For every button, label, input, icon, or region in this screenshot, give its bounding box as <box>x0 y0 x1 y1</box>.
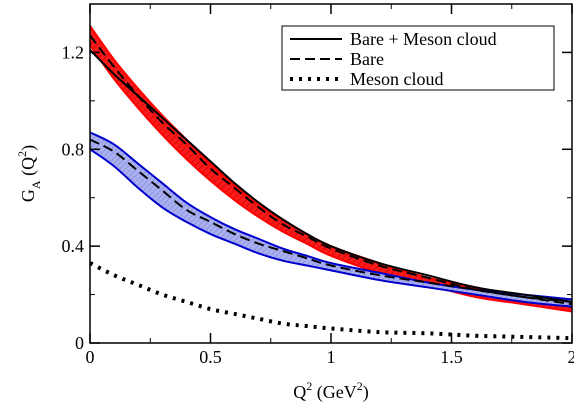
y-tick-label: 0.4 <box>62 236 85 256</box>
bare-line-lower <box>89 138 573 303</box>
x-tick-label: 0 <box>86 347 95 367</box>
x-tick-label: 2 <box>568 347 574 367</box>
y-axis-label: GA (Q2) <box>15 145 43 202</box>
red-band-fill <box>90 25 572 312</box>
y-tick-label: 0.8 <box>62 139 85 159</box>
legend-label-bare-meson: Bare + Meson cloud <box>350 29 497 49</box>
blue-band-lower-edge <box>89 148 573 308</box>
blue-band-fill <box>90 132 572 307</box>
y-tick-label: 0 <box>75 333 84 353</box>
legend-label-bare: Bare <box>350 49 384 69</box>
y-tick-label: 1.2 <box>62 42 85 62</box>
series-lines <box>89 34 573 341</box>
x-tick-label: 0.5 <box>199 347 222 367</box>
bare-plus-meson-line <box>89 49 573 303</box>
x-tick-label: 1.5 <box>440 347 463 367</box>
x-tick-label: 1 <box>327 347 336 367</box>
bare-line <box>89 34 573 306</box>
blue-band-upper-edge <box>89 131 573 301</box>
x-axis-label: Q2 (GeV2) <box>293 379 368 403</box>
axis-ticks: 0 0.5 1 1.5 2 0 0.4 0.8 1.2 <box>62 3 574 367</box>
legend-label-meson-cloud: Meson cloud <box>350 69 444 89</box>
legend: Bare + Meson cloud Bare Meson cloud <box>281 25 555 91</box>
meson-cloud-line <box>89 261 573 341</box>
